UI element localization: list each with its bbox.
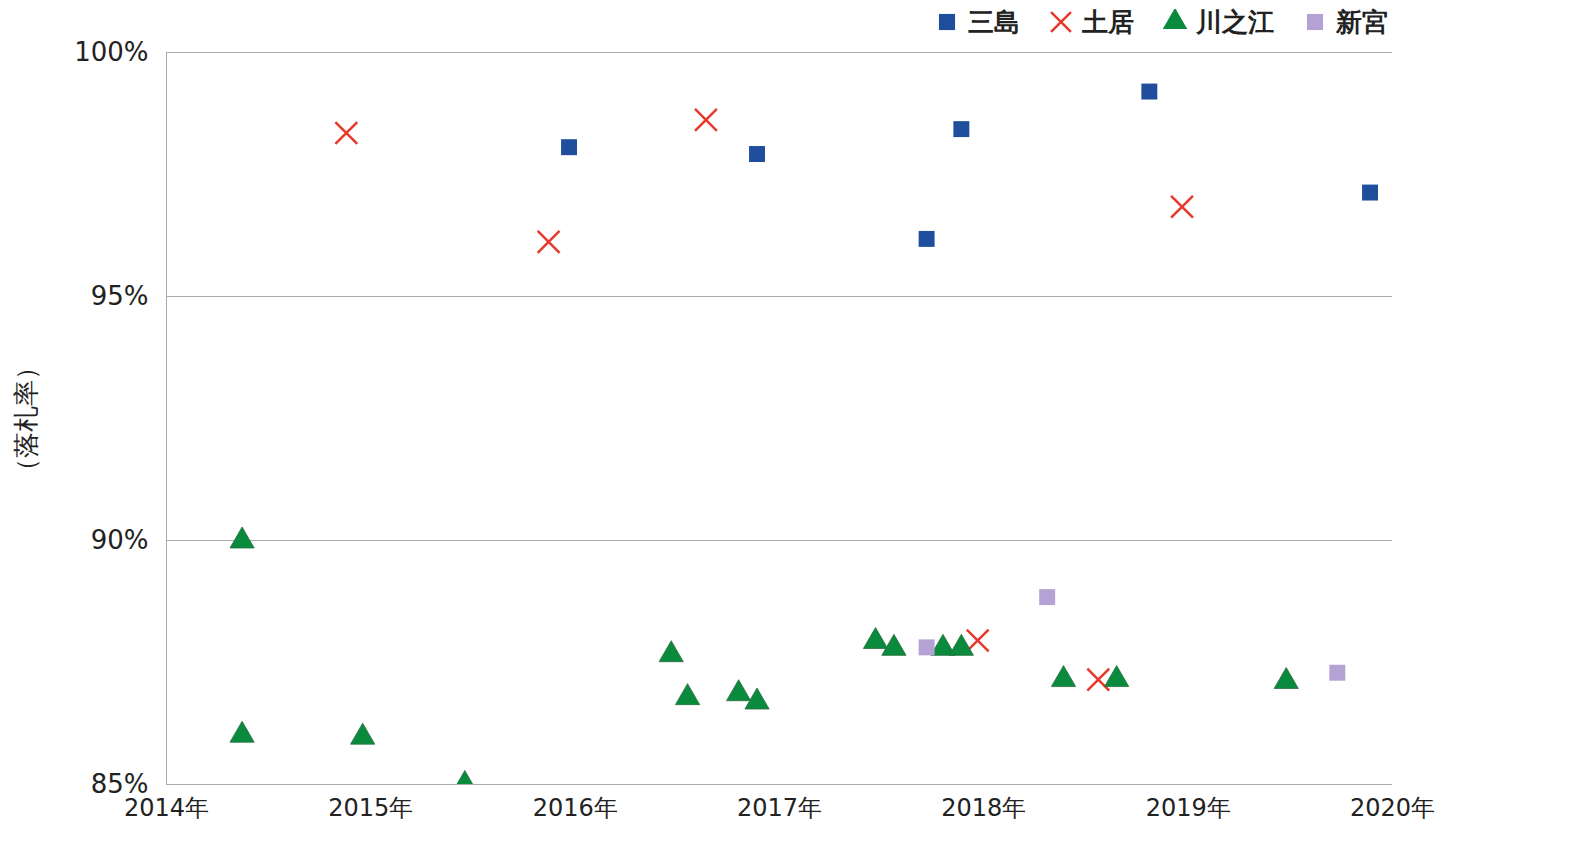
html-text:新宮: 新宮 <box>1336 6 1388 37</box>
svg-text:2015年: 2015年 <box>328 794 413 822</box>
svg-text:2019年: 2019年 <box>1146 794 1231 822</box>
svg-text:2016年: 2016年 <box>533 794 618 822</box>
html-text:土居: 土居 <box>1082 6 1134 37</box>
svg-text:95%: 95% <box>91 281 149 311</box>
html-text:三島: 三島 <box>968 6 1020 37</box>
svg-text:2014年: 2014年 <box>124 793 209 822</box>
svg-text:2018年: 2018年 <box>941 794 1026 822</box>
svg-text:2020年: 2020年 <box>1350 794 1435 822</box>
svg-text:100%: 100% <box>74 37 148 67</box>
svg-text:90%: 90% <box>91 525 149 555</box>
html-text:川之江: 川之江 <box>1196 6 1274 37</box>
svg-text:（落札率）: （落札率） <box>11 354 41 484</box>
svg-text:85%: 85% <box>91 769 149 799</box>
svg-text:2017年: 2017年 <box>737 794 822 822</box>
